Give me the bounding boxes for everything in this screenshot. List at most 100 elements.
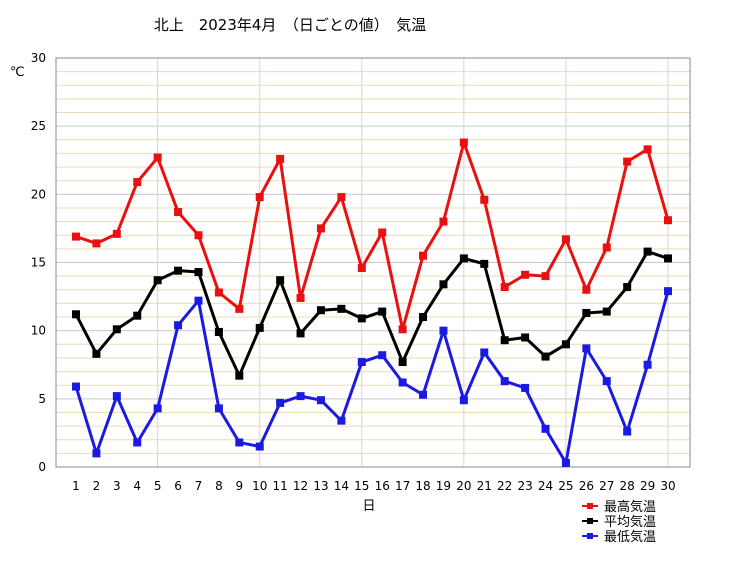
x-tick-label: 18 <box>415 479 430 493</box>
x-tick-label: 10 <box>252 479 267 493</box>
data-point <box>357 263 366 272</box>
x-tick-label: 12 <box>293 479 308 493</box>
y-tick-label: 10 <box>31 324 46 338</box>
data-point <box>419 251 428 260</box>
data-point <box>582 285 591 294</box>
data-point <box>459 254 468 263</box>
x-tick-label: 1 <box>72 479 80 493</box>
series-group <box>72 247 672 380</box>
x-tick-label: 13 <box>313 479 328 493</box>
legend-label: 平均気温 <box>604 514 656 530</box>
x-tick-label: 11 <box>272 479 287 493</box>
x-tick-label: 6 <box>174 479 182 493</box>
data-point <box>664 216 672 225</box>
data-point <box>235 304 244 313</box>
data-point <box>112 392 121 401</box>
data-point <box>276 154 285 163</box>
data-point <box>337 193 346 202</box>
data-point <box>194 296 203 305</box>
data-point <box>439 280 448 289</box>
data-point <box>459 396 468 405</box>
chart-title: 北上 2023年4月 （日ごとの値） 気温 <box>154 16 427 34</box>
data-point <box>316 396 325 405</box>
data-point <box>561 458 570 467</box>
x-tick-label: 27 <box>599 479 614 493</box>
data-point <box>419 390 428 399</box>
plot-frame <box>55 57 691 468</box>
data-point <box>541 272 550 281</box>
data-point <box>500 336 509 345</box>
grid-major-lines <box>56 58 690 467</box>
data-point <box>174 321 183 330</box>
data-point <box>153 153 162 162</box>
data-point <box>439 217 448 226</box>
data-point <box>255 323 264 332</box>
data-point <box>337 416 346 425</box>
data-point <box>174 266 183 275</box>
y-tick-label: 30 <box>31 51 46 65</box>
x-tick-label: 25 <box>558 479 573 493</box>
data-point <box>623 283 632 292</box>
data-point <box>602 243 611 252</box>
data-point <box>276 276 285 285</box>
data-point <box>378 307 387 316</box>
data-point <box>561 235 570 244</box>
data-point <box>153 404 162 413</box>
data-point <box>316 224 325 233</box>
data-point <box>214 288 223 297</box>
x-tick-label: 21 <box>477 479 492 493</box>
x-axis-label: 日 <box>362 499 375 514</box>
data-point <box>214 328 223 337</box>
x-tick-label: 24 <box>538 479 553 493</box>
series-line <box>75 141 670 331</box>
data-point <box>92 449 101 458</box>
x-tick-label: 29 <box>640 479 655 493</box>
data-point <box>133 438 142 447</box>
data-point <box>582 308 591 317</box>
data-point <box>602 377 611 386</box>
data-point <box>480 259 489 268</box>
data-point <box>214 404 223 413</box>
data-point <box>378 228 387 237</box>
data-point <box>194 231 203 240</box>
y-tick-label: 5 <box>38 392 46 406</box>
x-tick-label: 9 <box>235 479 243 493</box>
data-point <box>296 293 305 302</box>
data-point <box>72 310 80 319</box>
y-tick-label: 20 <box>31 187 46 201</box>
data-point <box>296 329 305 338</box>
data-point <box>419 313 428 322</box>
data-point <box>664 287 672 296</box>
x-tick-label: 23 <box>517 479 532 493</box>
data-point <box>500 377 509 386</box>
x-tick-label: 8 <box>215 479 223 493</box>
data-point <box>174 208 183 217</box>
data-point <box>623 157 632 166</box>
data-point <box>235 371 244 380</box>
data-point <box>133 178 142 187</box>
x-tick-label: 3 <box>113 479 121 493</box>
series-line <box>74 290 670 465</box>
y-tick-label: 25 <box>31 119 46 133</box>
data-point <box>398 378 407 387</box>
data-point <box>500 283 509 292</box>
data-point <box>521 333 530 342</box>
series-group <box>72 138 672 334</box>
data-point <box>378 351 387 360</box>
data-point <box>541 352 550 361</box>
data-point <box>398 325 407 334</box>
x-tick-label: 17 <box>395 479 410 493</box>
data-point <box>337 304 346 313</box>
y-tick-label: 0 <box>38 460 46 474</box>
legend-marker <box>587 533 593 539</box>
data-point <box>296 392 305 401</box>
x-tick-label: 30 <box>660 479 675 493</box>
data-point <box>72 382 80 391</box>
y-axis-unit: ℃ <box>10 65 25 80</box>
data-point <box>112 229 121 238</box>
data-point <box>561 340 570 349</box>
x-axis-ticks: 1 2 3 4 5 6 7 8 9 10 11 12 13 14 15 16 17 18 19 20 21 22 23 24 2… <box>72 479 675 493</box>
series-group <box>72 287 672 467</box>
